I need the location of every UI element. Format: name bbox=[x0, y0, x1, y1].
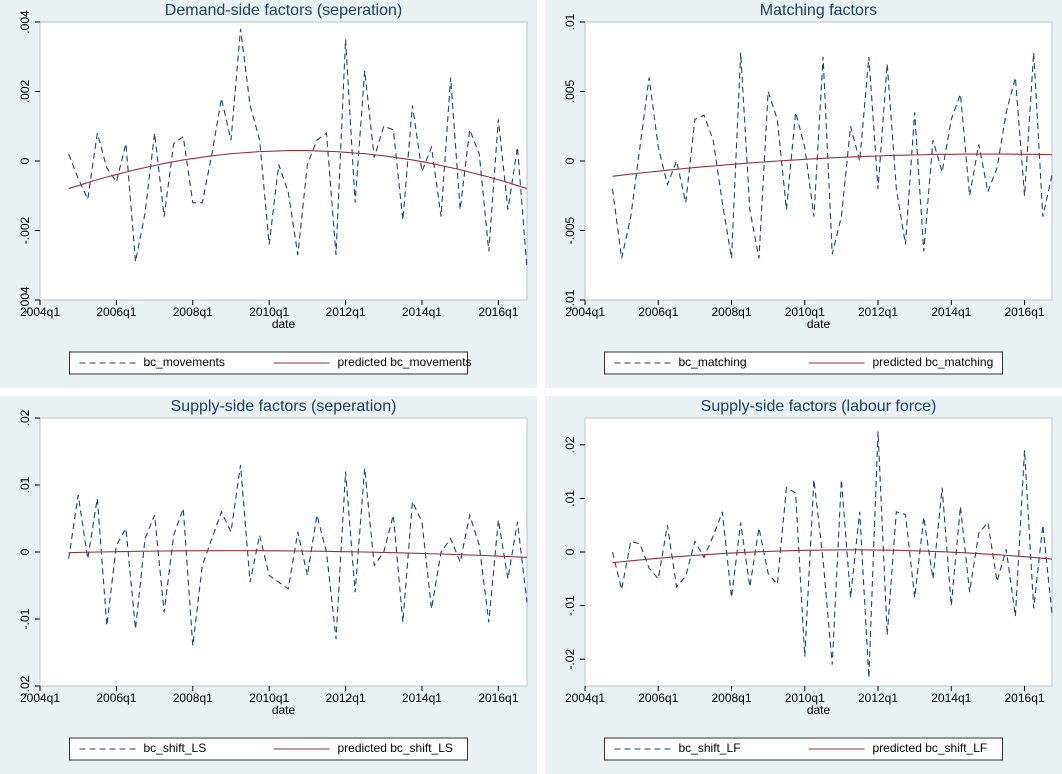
x-tick-label: 2004q1 bbox=[565, 691, 605, 705]
x-tick-label: 2008q1 bbox=[173, 691, 213, 705]
plot-area bbox=[39, 21, 528, 301]
x-tick-label: 2012q1 bbox=[858, 305, 898, 319]
legend-label: predicted bc_matching bbox=[873, 355, 994, 369]
legend-label: bc_shift_LS bbox=[144, 741, 207, 755]
x-axis-title: date bbox=[807, 317, 831, 331]
x-axis-title: date bbox=[272, 317, 296, 331]
x-tick-label: 2008q1 bbox=[711, 305, 751, 319]
x-tick-label: 2010q1 bbox=[785, 305, 825, 319]
x-axis-title: date bbox=[272, 703, 296, 717]
x-tick-label: 2014q1 bbox=[931, 305, 971, 319]
legend-box bbox=[69, 351, 468, 375]
legend-label: predicted bc_movements bbox=[338, 355, 472, 369]
y-tick-label: .002 bbox=[18, 79, 32, 103]
y-tick-label: .01 bbox=[563, 13, 577, 30]
x-tick-label: 2004q1 bbox=[565, 305, 605, 319]
legend-label: bc_movements bbox=[144, 355, 225, 369]
x-tick-label: 2012q1 bbox=[858, 691, 898, 705]
legend-box bbox=[604, 737, 1003, 761]
y-tick-label: .005 bbox=[563, 79, 577, 103]
y-tick-label: .004 bbox=[18, 10, 32, 34]
y-tick-label: 0 bbox=[563, 157, 577, 164]
x-tick-label: 2006q1 bbox=[638, 305, 678, 319]
y-tick-label: .01 bbox=[563, 490, 577, 507]
x-tick-label: 2004q1 bbox=[20, 691, 60, 705]
chart-title: Demand-side factors (seperation) bbox=[165, 2, 402, 19]
chart-title: Matching factors bbox=[760, 2, 877, 19]
x-tick-label: 2008q1 bbox=[173, 305, 213, 319]
legend-box bbox=[69, 737, 468, 761]
y-tick-label: .02 bbox=[18, 409, 32, 426]
x-tick-label: 2016q1 bbox=[1005, 691, 1045, 705]
x-tick-label: 2012q1 bbox=[326, 305, 366, 319]
y-tick-label: -.01 bbox=[563, 595, 577, 616]
y-tick-label: -.005 bbox=[563, 217, 577, 245]
chart-panel: Demand-side factors (seperation) -.004 -.0… bbox=[0, 0, 537, 388]
x-tick-label: 2006q1 bbox=[638, 691, 678, 705]
data-line bbox=[68, 550, 528, 558]
data-line bbox=[68, 464, 528, 646]
x-tick-label: 2016q1 bbox=[478, 305, 518, 319]
x-tick-label: 2010q1 bbox=[785, 691, 825, 705]
y-tick-label: 0 bbox=[18, 548, 32, 555]
y-tick-label: -.02 bbox=[563, 649, 577, 670]
chart-panel: Matching factors -.01 -.005 0 .005 .01 2004q1 2… bbox=[545, 0, 1062, 388]
data-line bbox=[68, 28, 528, 269]
y-tick-label: -.002 bbox=[18, 217, 32, 245]
y-tick-label: .02 bbox=[563, 436, 577, 453]
x-tick-label: 2014q1 bbox=[931, 691, 971, 705]
chart-title: Supply-side factors (seperation) bbox=[171, 398, 397, 415]
x-tick-label: 2006q1 bbox=[96, 305, 136, 319]
legend-label: bc_shift_LF bbox=[679, 741, 741, 755]
legend-label: predicted bc_shift_LS bbox=[338, 741, 453, 755]
data-line bbox=[612, 153, 1053, 177]
plot-area bbox=[584, 21, 1053, 301]
y-tick-label: -.02 bbox=[18, 675, 32, 696]
x-tick-label: 2016q1 bbox=[478, 691, 518, 705]
x-tick-label: 2014q1 bbox=[402, 305, 442, 319]
x-tick-label: 2006q1 bbox=[96, 691, 136, 705]
x-tick-label: 2010q1 bbox=[249, 691, 289, 705]
x-tick-label: 2010q1 bbox=[249, 305, 289, 319]
x-tick-label: 2012q1 bbox=[326, 691, 366, 705]
y-tick-label: -.004 bbox=[18, 286, 32, 314]
chart-title: Supply-side factors (labour force) bbox=[701, 398, 937, 415]
y-tick-label: .01 bbox=[18, 476, 32, 493]
legend-box bbox=[604, 351, 1003, 375]
x-tick-label: 2008q1 bbox=[711, 691, 751, 705]
legend-label: bc_matching bbox=[679, 355, 747, 369]
data-line bbox=[612, 549, 1053, 564]
x-tick-label: 2014q1 bbox=[402, 691, 442, 705]
chart-panel: Supply-side factors (labour force) -.02 -.… bbox=[545, 396, 1062, 774]
x-tick-label: 2016q1 bbox=[1005, 305, 1045, 319]
chart-panel: Supply-side factors (seperation) -.02 -.01… bbox=[0, 396, 537, 774]
y-tick-label: -.01 bbox=[18, 608, 32, 629]
data-line bbox=[68, 150, 528, 189]
y-tick-label: 0 bbox=[18, 157, 32, 164]
y-tick-label: -.01 bbox=[563, 289, 577, 310]
data-line bbox=[611, 431, 1053, 678]
plot-area bbox=[584, 417, 1053, 687]
x-axis-title: date bbox=[807, 703, 831, 717]
legend-label: predicted bc_shift_LF bbox=[873, 741, 988, 755]
data-line bbox=[611, 52, 1053, 259]
y-tick-label: 0 bbox=[563, 548, 577, 555]
x-tick-label: 2004q1 bbox=[20, 305, 60, 319]
